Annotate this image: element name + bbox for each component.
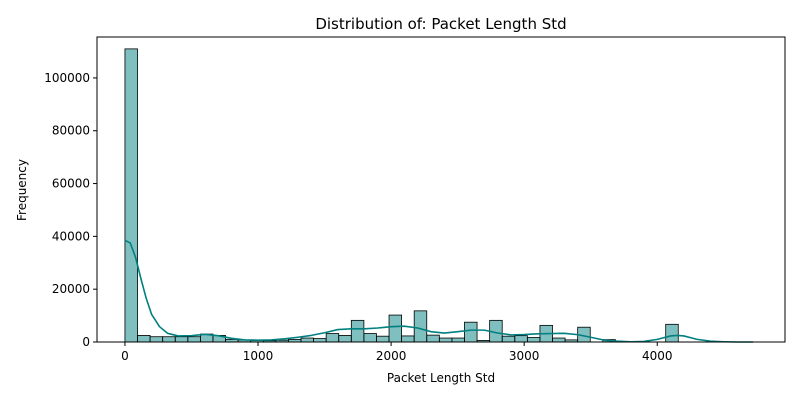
y-tick-label: 0 (82, 335, 90, 349)
histogram-bar (526, 337, 541, 343)
histogram-bar (552, 337, 566, 343)
histogram-bar (501, 335, 516, 343)
x-axis-label: Packet Length Std (387, 371, 495, 385)
histogram-bar (350, 319, 365, 343)
histogram-bar (438, 337, 453, 343)
y-tick-label: 20000 (52, 282, 90, 296)
histogram-bar (313, 338, 327, 343)
y-tick-label: 60000 (52, 177, 90, 191)
histogram-bar (174, 336, 189, 343)
histogram-bar (426, 334, 440, 343)
histogram-bar (338, 334, 352, 343)
kde-curve (124, 239, 754, 343)
histogram-bar (300, 337, 314, 343)
y-axis-ticks: 0 20000 40000 60000 80000 100000 (44, 71, 97, 349)
histogram-bar (187, 336, 201, 343)
histogram-bar (162, 336, 176, 343)
plot-frame (96, 36, 786, 343)
histogram-bar (413, 310, 428, 343)
histogram-bar (363, 333, 377, 343)
chart-title: Distribution of: Packet Length Std (315, 15, 566, 33)
x-tick-label: 0 (121, 349, 129, 363)
x-tick-label: 2000 (376, 349, 407, 363)
histogram-bar (325, 333, 340, 343)
histogram-bars (124, 48, 679, 343)
y-tick-label: 100000 (44, 71, 90, 85)
histogram-bar (124, 48, 138, 343)
histogram-bar (464, 321, 478, 343)
histogram-bar (149, 336, 164, 343)
histogram-bar (514, 335, 528, 343)
histogram-bar (376, 335, 390, 343)
x-axis-ticks: 0 1000 2000 3000 4000 (121, 342, 673, 363)
histogram-bar (388, 314, 403, 343)
y-tick-label: 80000 (52, 124, 90, 138)
x-tick-label: 4000 (642, 349, 673, 363)
y-tick-label: 40000 (52, 229, 90, 243)
histogram-bar (665, 323, 679, 343)
histogram-bar (137, 334, 151, 343)
histogram-bar (401, 335, 415, 343)
x-tick-label: 3000 (509, 349, 540, 363)
y-axis-label: Frequency (15, 159, 29, 221)
x-tick-label: 1000 (243, 349, 274, 363)
histogram-bar (451, 337, 465, 343)
